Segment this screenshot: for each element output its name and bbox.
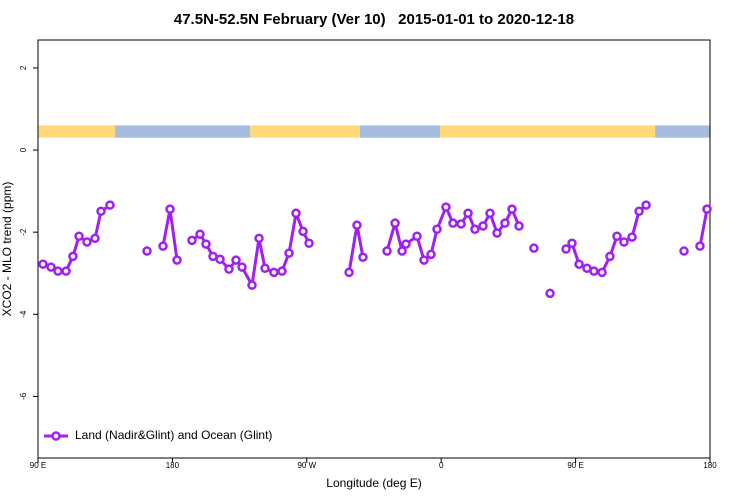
- x-tick-label: 90 E: [567, 461, 583, 470]
- data-point: [74, 231, 84, 242]
- data-point: [291, 208, 301, 219]
- surface-band: [115, 125, 251, 138]
- x-tick-label: 90 W: [297, 461, 316, 470]
- data-point: [260, 263, 270, 274]
- data-point: [463, 208, 473, 219]
- data-point: [419, 255, 429, 265]
- x-tick-label: 90 E: [30, 461, 46, 470]
- legend-marker: [51, 431, 61, 441]
- data-point: [352, 220, 362, 230]
- data-point: [298, 226, 308, 237]
- data-point: [224, 264, 234, 274]
- series-line: [42, 203, 709, 290]
- x-tick-label: 180: [166, 461, 180, 470]
- data-point: [105, 200, 115, 210]
- data-point: [61, 266, 71, 276]
- data-point: [507, 204, 517, 214]
- data-point: [589, 266, 599, 276]
- surface-band: [440, 125, 656, 138]
- data-point: [441, 202, 451, 212]
- data-point: [142, 246, 152, 256]
- data-point: [545, 288, 555, 299]
- data-point: [679, 246, 689, 256]
- data-point: [68, 251, 78, 262]
- data-point: [412, 231, 422, 242]
- data-point: [247, 280, 257, 290]
- data-point: [46, 262, 56, 272]
- data-point: [397, 246, 407, 256]
- data-point: [304, 238, 314, 249]
- data-point: [172, 255, 182, 265]
- data-point: [215, 254, 225, 265]
- data-point: [470, 224, 480, 235]
- x-tick-label: 0: [439, 461, 444, 470]
- x-axis-label: Longitude (deg E): [326, 476, 421, 490]
- data-point: [619, 237, 629, 247]
- data-point: [390, 218, 400, 228]
- data-point: [456, 219, 466, 229]
- data-point: [597, 267, 607, 278]
- data-point: [96, 206, 106, 216]
- y-tick-label: 2: [19, 65, 28, 70]
- data-point: [53, 266, 63, 276]
- data-point: [567, 238, 577, 249]
- data-point: [485, 208, 495, 219]
- data-point: [82, 237, 92, 247]
- data-point: [478, 221, 488, 231]
- data-point: [254, 233, 264, 244]
- data-point: [358, 252, 368, 262]
- data-point: [269, 267, 279, 278]
- data-point: [492, 228, 502, 238]
- y-tick-label: 0: [19, 147, 28, 152]
- data-point: [634, 206, 644, 216]
- data-point: [231, 255, 241, 265]
- y-tick-label: -6: [19, 392, 28, 400]
- data-point: [529, 243, 539, 253]
- surface-band: [359, 125, 441, 138]
- data-point: [401, 239, 411, 249]
- data-point: [201, 239, 211, 249]
- data-point: [195, 229, 205, 239]
- data-point: [165, 204, 175, 214]
- legend-label: Land (Nadir&Glint) and Ocean (Glint): [75, 428, 272, 442]
- chart-title: 47.5N-52.5N February (Ver 10) 2015-01-01…: [174, 11, 574, 28]
- y-tick-label: -4: [19, 310, 28, 318]
- data-point: [605, 251, 615, 262]
- data-point: [561, 244, 571, 254]
- data-point: [627, 232, 637, 242]
- data-point: [187, 235, 197, 246]
- data-point: [426, 249, 436, 260]
- data-point: [277, 266, 287, 276]
- data-point: [641, 200, 651, 210]
- data-point: [432, 224, 442, 235]
- data-point: [237, 262, 247, 272]
- data-point: [514, 221, 524, 231]
- data-point: [38, 259, 48, 269]
- data-point: [284, 248, 294, 258]
- data-point: [574, 259, 584, 269]
- data-point: [382, 246, 392, 256]
- data-point: [702, 204, 712, 214]
- x-tick-label: 180: [703, 461, 717, 470]
- data-point: [500, 218, 510, 228]
- plot-frame: [37, 39, 711, 459]
- data-point: [448, 218, 458, 228]
- data-point: [612, 231, 622, 242]
- data-point: [695, 241, 705, 251]
- y-tick-label: -2: [19, 228, 28, 236]
- surface-band: [655, 125, 710, 138]
- surface-band: [38, 125, 116, 138]
- surface-band: [250, 125, 360, 138]
- data-point: [158, 241, 168, 251]
- data-point: [90, 233, 100, 244]
- data-point: [344, 267, 354, 278]
- y-axis-label: XCO2 - MLO trend (ppm): [0, 182, 14, 317]
